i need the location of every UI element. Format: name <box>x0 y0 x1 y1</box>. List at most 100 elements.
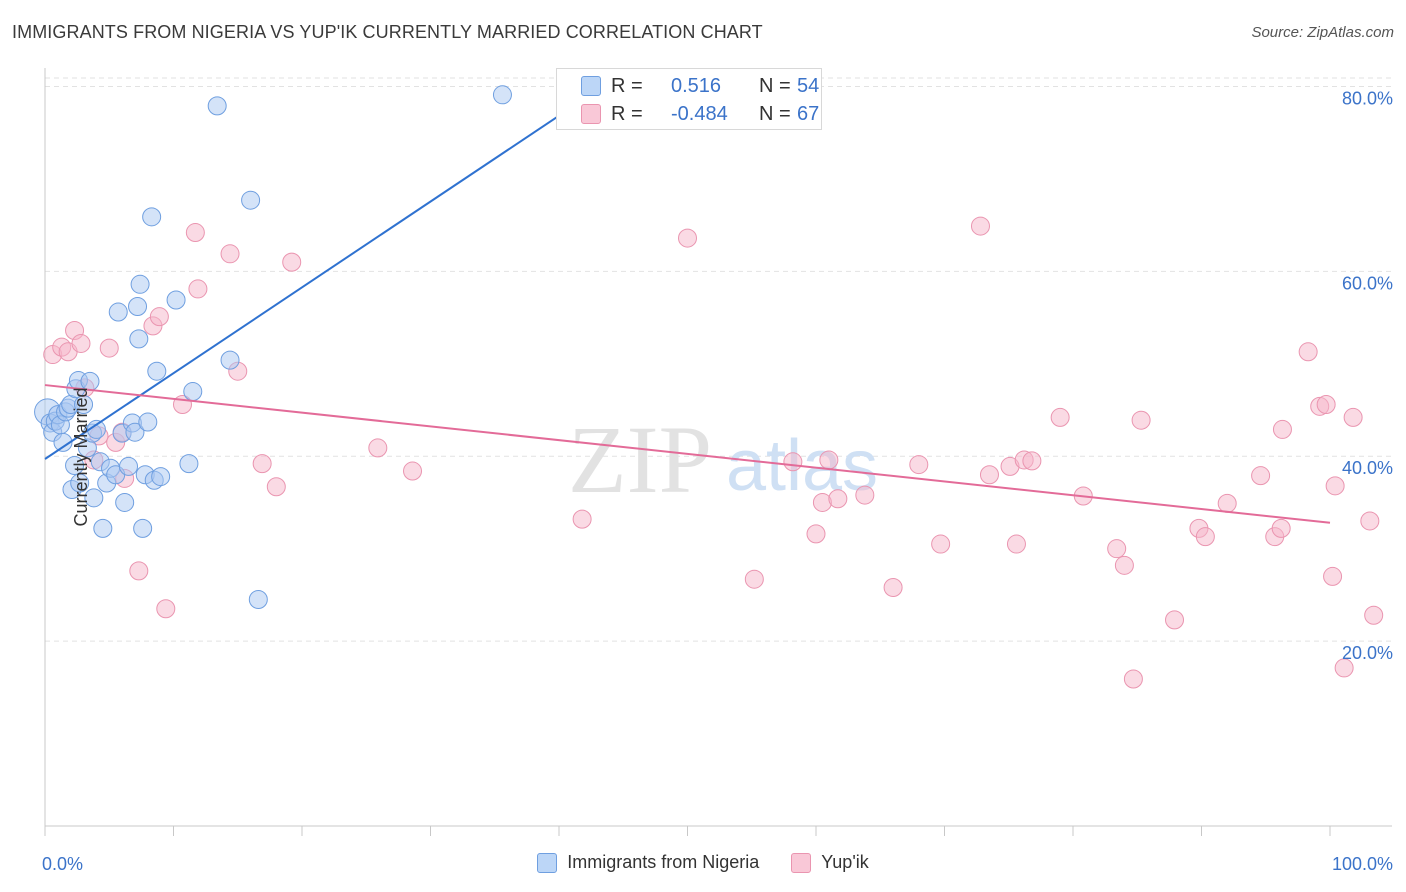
nigeria-point <box>84 488 104 508</box>
yupik-point <box>855 485 875 505</box>
yupik-point <box>1165 610 1185 630</box>
yupik-point <box>1364 605 1384 625</box>
yupik-point <box>819 450 839 470</box>
series-yupik-points <box>43 216 1384 689</box>
nigeria-point <box>115 492 135 512</box>
yupik-point <box>1323 566 1343 586</box>
legend-nigeria-swatch <box>537 852 558 873</box>
yupik-point <box>828 489 848 509</box>
yupik-n-label: N = <box>759 102 791 125</box>
yupik-r-value: -0.484 <box>671 102 728 125</box>
nigeria-r-value: 0.516 <box>671 74 722 97</box>
nigeria-point <box>147 361 167 381</box>
nigeria-point <box>129 329 149 349</box>
nigeria-point <box>119 456 139 476</box>
yupik-point <box>71 333 91 353</box>
yupik-swatch <box>581 104 601 124</box>
yupik-point <box>1022 451 1042 471</box>
nigeria-r-label: R = <box>611 74 643 97</box>
legend-nigeria-label: Immigrants from Nigeria <box>567 852 760 872</box>
nigeria-point <box>241 190 261 210</box>
nigeria-trend-line <box>44 110 566 460</box>
yupik-point <box>883 578 903 598</box>
chart-title: IMMIGRANTS FROM NIGERIA VS YUP'IK CURREN… <box>12 22 763 42</box>
legend-item-yupik[interactable]: Yup'ik <box>791 852 869 873</box>
legend-yupik-swatch <box>791 852 812 873</box>
grid-lines <box>45 77 1392 642</box>
trend-lines <box>44 110 1331 524</box>
yupik-point <box>1325 476 1345 496</box>
yupik-point <box>1123 669 1143 689</box>
yupik-point <box>1251 466 1271 486</box>
legend-item-nigeria[interactable]: Immigrants from Nigeria <box>537 852 759 873</box>
yupik-point <box>252 454 272 474</box>
nigeria-swatch <box>581 76 601 96</box>
y-tick-label: 40.0% <box>1342 458 1393 478</box>
yupik-point <box>678 228 697 248</box>
yupik-point <box>403 461 423 481</box>
nigeria-point <box>74 394 94 414</box>
yupik-point <box>979 465 999 485</box>
nigeria-point <box>207 96 227 116</box>
bottom-legend: Immigrants from Nigeria Yup'ik <box>0 852 1406 873</box>
yupik-point <box>806 524 826 544</box>
yupik-n-value: 67 <box>797 102 820 125</box>
nigeria-point <box>128 296 148 316</box>
yupik-point <box>931 534 951 554</box>
y-tick-label: 20.0% <box>1342 643 1393 663</box>
stats-legend-box: R = 0.516 N = 54 R = -0.484 N = 67 <box>556 68 822 130</box>
nigeria-point <box>179 454 199 474</box>
yupik-point <box>1298 342 1318 362</box>
yupik-point <box>156 599 176 619</box>
nigeria-point <box>93 518 113 538</box>
yupik-point <box>149 307 169 327</box>
yupik-r-label: R = <box>611 102 643 125</box>
yupik-point <box>744 569 764 589</box>
source-credit: Source: ZipAtlas.com <box>1251 24 1394 41</box>
yupik-point <box>572 509 592 529</box>
nigeria-point <box>133 518 153 538</box>
nigeria-point <box>53 432 73 452</box>
yupik-point <box>220 244 240 264</box>
nigeria-point <box>108 302 128 322</box>
nigeria-point <box>130 274 150 294</box>
yupik-point <box>129 561 149 581</box>
yupik-point <box>1360 511 1380 531</box>
yupik-point <box>1271 518 1291 538</box>
x-tick-label: 0.0% <box>42 854 83 874</box>
yupik-point <box>970 216 990 236</box>
yupik-point <box>909 455 929 475</box>
nigeria-point <box>86 419 106 439</box>
nigeria-point <box>70 473 90 493</box>
nigeria-point <box>166 290 186 310</box>
nigeria-point <box>492 85 512 105</box>
y-tick-label: 80.0% <box>1342 88 1393 108</box>
yupik-point <box>1217 493 1237 513</box>
yupik-point <box>1050 407 1070 427</box>
nigeria-n-label: N = <box>759 74 791 97</box>
yupik-point <box>1316 394 1336 414</box>
yupik-point <box>1343 407 1363 427</box>
yupik-point <box>282 252 302 272</box>
axes <box>44 68 1392 836</box>
nigeria-point <box>138 412 158 432</box>
yupik-point <box>1272 419 1292 439</box>
yupik-point <box>1006 534 1026 554</box>
yupik-point <box>783 452 803 472</box>
yupik-trend-line <box>44 384 1331 524</box>
x-tick-label: 100.0% <box>1332 854 1393 874</box>
yupik-point <box>99 338 119 358</box>
yupik-point <box>1114 555 1134 575</box>
yupik-point <box>266 477 286 497</box>
yupik-point <box>368 438 388 458</box>
yupik-point <box>185 223 205 243</box>
nigeria-point <box>142 207 162 227</box>
tick-labels: 20.0% 40.0% 60.0% 80.0% 0.0% 100.0% <box>42 88 1393 874</box>
yupik-point <box>1334 658 1354 678</box>
yupik-point <box>188 279 208 299</box>
yupik-point <box>1131 410 1151 430</box>
nigeria-n-value: 54 <box>797 74 820 97</box>
nigeria-point <box>65 455 85 475</box>
legend-yupik-label: Yup'ik <box>821 852 869 872</box>
